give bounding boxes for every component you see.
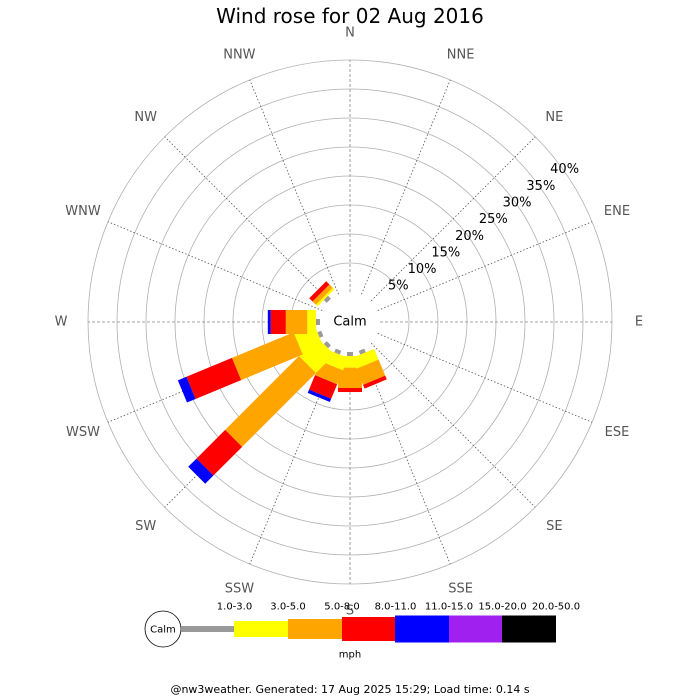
bar-segment-s-3: [338, 387, 362, 393]
legend-label-3: 8.0-11.0: [375, 602, 417, 613]
legend-swatch-3: [342, 617, 395, 641]
radial-tick-label: 40%: [550, 162, 579, 177]
bar-segment-sse-0: [358, 348, 366, 355]
direction-label-ene: ENE: [604, 204, 630, 219]
bar-segment-ssw-4: [307, 389, 332, 402]
bar-segment-sse-1: [351, 348, 379, 369]
direction-label-w: W: [55, 315, 68, 330]
bar-segment-w-4: [267, 310, 271, 334]
direction-label-sw: SW: [135, 519, 156, 534]
grid-spoke-ene: [377, 221, 593, 311]
calm-circle: [333, 305, 367, 339]
grid-spoke-sse: [361, 349, 451, 565]
bar-segment-sse-2: [356, 359, 386, 385]
legend-label-6: 20.0-50.0: [532, 602, 580, 613]
direction-label-se: SE: [546, 519, 562, 534]
legend-label-5: 15.0-20.0: [478, 602, 526, 613]
bar-segment-ssw-0: [334, 348, 342, 355]
bar-segment-ssw-3: [309, 375, 338, 399]
bar-segment-nw-1: [315, 287, 335, 307]
legend-swatch-6: [502, 615, 556, 643]
legend-swatch-5: [449, 615, 502, 643]
grid-spoke-nw: [164, 136, 330, 302]
grid-spoke-nnw: [249, 79, 339, 295]
direction-label-wsw: WSW: [66, 425, 100, 440]
radial-tick-label: 10%: [408, 262, 437, 277]
direction-label-nw: NW: [134, 110, 157, 125]
radial-tick-label: 30%: [503, 195, 532, 210]
bar-segment-w-2: [285, 310, 308, 334]
direction-label-nnw: NNW: [223, 47, 255, 62]
bar-group-w: [267, 310, 320, 334]
bar-segment-w-3: [270, 310, 286, 334]
bar-segment-s-2: [338, 367, 362, 388]
bar-segment-wsw-2: [231, 332, 303, 381]
bar-segment-nw-2: [312, 284, 333, 305]
legend-swatch-0: [181, 626, 234, 632]
chart-title: Wind rose for 02 Aug 2016: [216, 4, 484, 28]
bar-segment-nw-3: [309, 281, 330, 302]
legend-label-0: 1.0-3.0: [217, 602, 252, 613]
grid-spoke-ese: [377, 333, 593, 423]
direction-label-s: S: [346, 604, 354, 619]
bar-segment-w-1: [307, 310, 316, 334]
bar-segment-nw-0: [323, 295, 331, 303]
legend-label-2: 5.0-8.0: [324, 602, 359, 613]
direction-label-n: N: [345, 26, 355, 41]
grid-spoke-se: [370, 342, 536, 508]
legend-swatch-4: [395, 615, 449, 643]
bar-group-s: [338, 352, 362, 393]
direction-label-sse: SSE: [448, 582, 473, 597]
legend-label-4: 11.0-15.0: [425, 602, 473, 613]
radial-tick-label: 15%: [431, 245, 460, 260]
direction-label-nne: NNE: [447, 47, 475, 62]
grid-spoke-wnw: [107, 221, 323, 311]
bar-segment-w-0: [315, 319, 320, 325]
legend-unit-label: mph: [339, 650, 361, 661]
radial-tick-label: 35%: [526, 179, 555, 194]
radial-tick-label: 25%: [479, 212, 508, 227]
bar-segment-s-0: [347, 352, 353, 357]
direction-label-wnw: WNW: [65, 204, 101, 219]
bar-segment-s-1: [338, 356, 362, 368]
bar-group-sw: [188, 337, 335, 484]
grid-spoke-nne: [361, 79, 451, 295]
bar-segment-sw-1: [298, 337, 335, 374]
legend-calm-label: Calm: [150, 625, 176, 636]
direction-label-ssw: SSW: [225, 582, 255, 597]
footer-text: @nw3weather. Generated: 17 Aug 2025 15:2…: [170, 683, 530, 696]
legend-swatch-1: [234, 621, 288, 637]
legend-label-1: 3.0-5.0: [270, 602, 305, 613]
bar-segment-wsw-0: [317, 330, 324, 338]
bar-segment-sw-3: [196, 429, 243, 476]
radial-tick-label: 5%: [388, 279, 409, 294]
bar-segment-wsw-3: [186, 357, 242, 399]
bar-segment-sw-2: [225, 356, 316, 447]
grid-spoke-ne: [370, 136, 536, 302]
bar-segment-wsw-4: [177, 376, 196, 403]
direction-label-ne: NE: [545, 110, 563, 125]
bar-segment-sw-4: [188, 458, 214, 484]
direction-label-e: E: [635, 315, 643, 330]
bar-group-sse: [351, 348, 387, 389]
calm-label: Calm: [333, 315, 366, 330]
bar-segment-sw-0: [323, 341, 331, 349]
legend-swatch-2: [288, 619, 342, 639]
bar-group-nw: [309, 281, 335, 307]
bar-segment-sse-3: [363, 375, 387, 389]
radial-tick-label: 20%: [455, 229, 484, 244]
grid-ring: [145, 117, 555, 527]
direction-label-ese: ESE: [605, 425, 630, 440]
